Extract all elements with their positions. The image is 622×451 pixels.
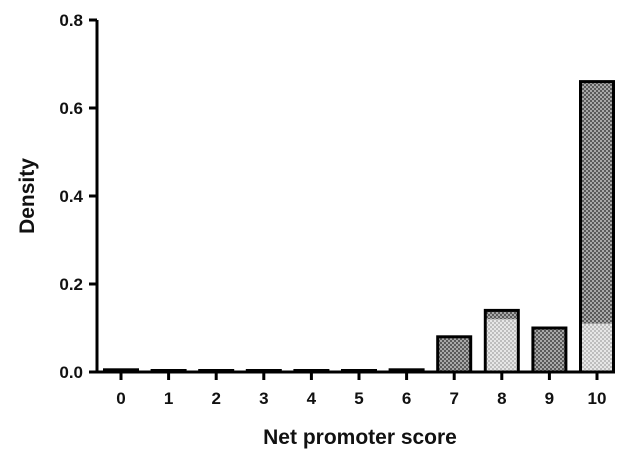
y-tick-label: 0.6 [59,99,83,118]
bar-highlight-8 [486,319,517,372]
y-axis-title: Density [16,158,39,234]
x-tick-label: 6 [402,389,411,408]
y-axis-ticks: 0.0 0.2 0.4 0.6 0.8 [59,11,97,382]
bar-highlight-10 [582,323,612,372]
x-tick-label: 5 [354,389,363,408]
x-tick-label: 8 [497,389,506,408]
x-axis-ticks: 0 1 2 3 4 5 6 7 8 9 10 [116,372,606,408]
x-tick-label: 4 [307,389,317,408]
x-tick-label: 9 [545,389,554,408]
x-tick-label: 0 [116,389,125,408]
bar-7 [436,335,473,374]
y-tick-label: 0.4 [59,187,83,206]
bars-group [103,80,615,374]
x-axis-title: Net promoter score [263,426,457,449]
bar-9 [531,326,568,374]
x-tick-label: 3 [259,389,268,408]
y-tick-label: 0.8 [59,11,83,30]
x-tick-label: 2 [211,389,220,408]
x-tick-label: 7 [449,389,458,408]
x-tick-label: 10 [588,389,607,408]
y-tick-label: 0.0 [59,363,83,382]
y-tick-label: 0.2 [59,275,83,294]
x-tick-label: 1 [164,389,173,408]
